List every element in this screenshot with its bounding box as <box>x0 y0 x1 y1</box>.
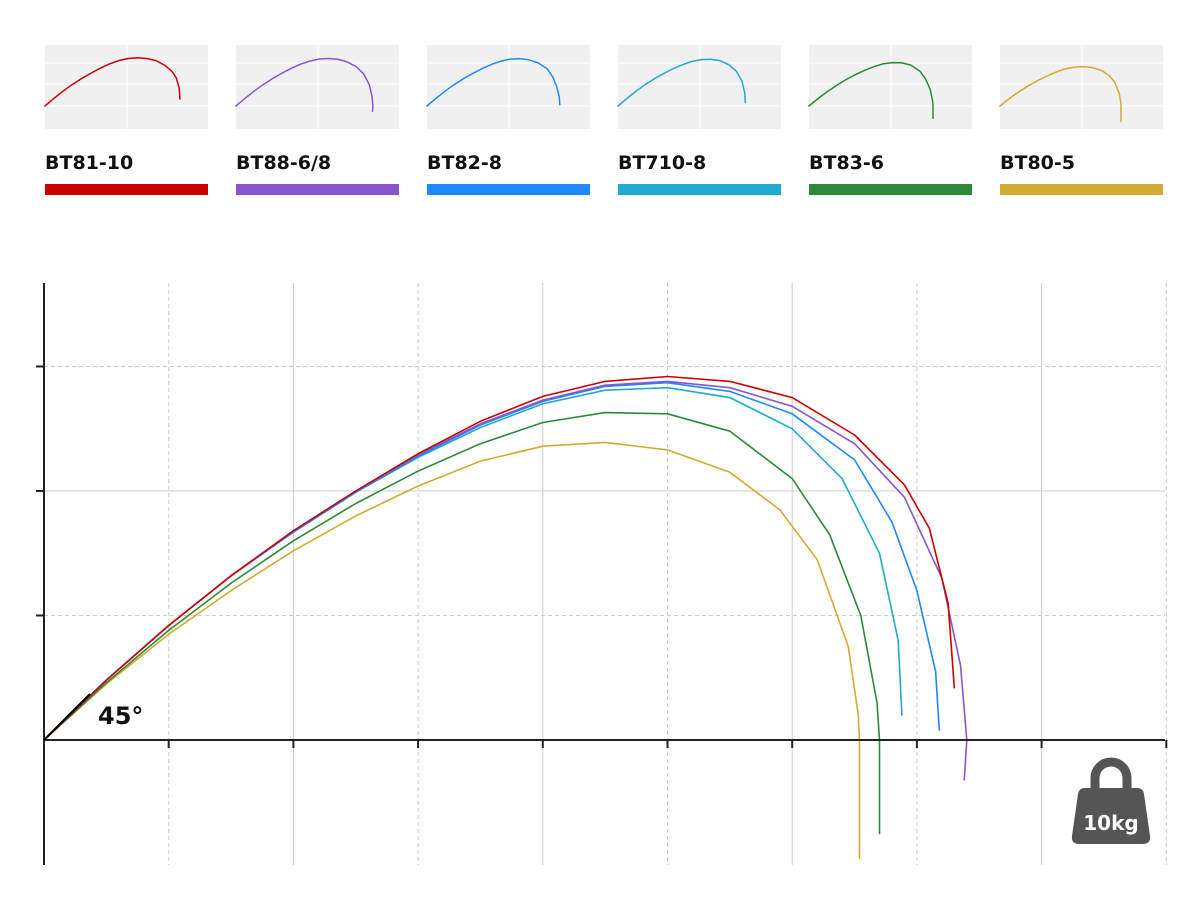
weight-icon <box>1090 757 1132 788</box>
legend-item-bt81-10: BT81-10 <box>44 45 208 195</box>
series-line-bt80-5 <box>43 441 861 860</box>
legend-label: BT710-8 <box>618 152 706 174</box>
launch-angle-ray <box>43 693 91 741</box>
legend-thumbnail-line <box>617 58 747 107</box>
legend-color-bar <box>1000 184 1163 195</box>
legend-item-bt88-6-8: BT88-6/8 <box>235 45 399 195</box>
legend-color-bar <box>427 184 590 195</box>
legend: BT81-10 BT88-6/8 BT82-8 BT710-8 BT83-6 BT80-5 <box>44 45 1163 195</box>
legend-label: BT88-6/8 <box>236 152 331 174</box>
series-line-bt81-10 <box>43 375 956 741</box>
legend-label: BT80-5 <box>1000 152 1075 174</box>
legend-label: BT81-10 <box>45 152 133 174</box>
series-line-bt83-6 <box>43 411 881 835</box>
legend-color-bar <box>618 184 781 195</box>
legend-item-bt710-8: BT710-8 <box>617 45 781 195</box>
legend-thumbnail-line <box>999 65 1122 123</box>
legend-thumbnail-line <box>44 57 181 107</box>
legend-color-bar <box>45 184 208 195</box>
legend-thumbnail-line <box>808 61 934 120</box>
series-line-bt82-8 <box>43 381 941 741</box>
series-line-bt710-8 <box>43 386 903 741</box>
weight-label: 10kg <box>1083 811 1138 835</box>
launch-angle-label: 45° <box>98 702 143 730</box>
axes <box>43 283 1165 865</box>
legend-item-bt80-5: BT80-5 <box>999 45 1163 195</box>
legend-color-bar <box>809 184 972 195</box>
legend-label: BT83-6 <box>809 152 884 174</box>
weight-badge: 10kg <box>1071 757 1151 844</box>
grid <box>36 283 1168 865</box>
legend-item-bt83-6: BT83-6 <box>808 45 972 195</box>
legend-item-bt82-8: BT82-8 <box>426 45 590 195</box>
trajectory-series <box>43 375 968 860</box>
legend-color-bar <box>236 184 399 195</box>
legend-thumbnail-line <box>426 57 561 107</box>
legend-label: BT82-8 <box>427 152 502 174</box>
legend-thumbnail-line <box>235 57 374 113</box>
weight-icon-body <box>1071 788 1151 844</box>
